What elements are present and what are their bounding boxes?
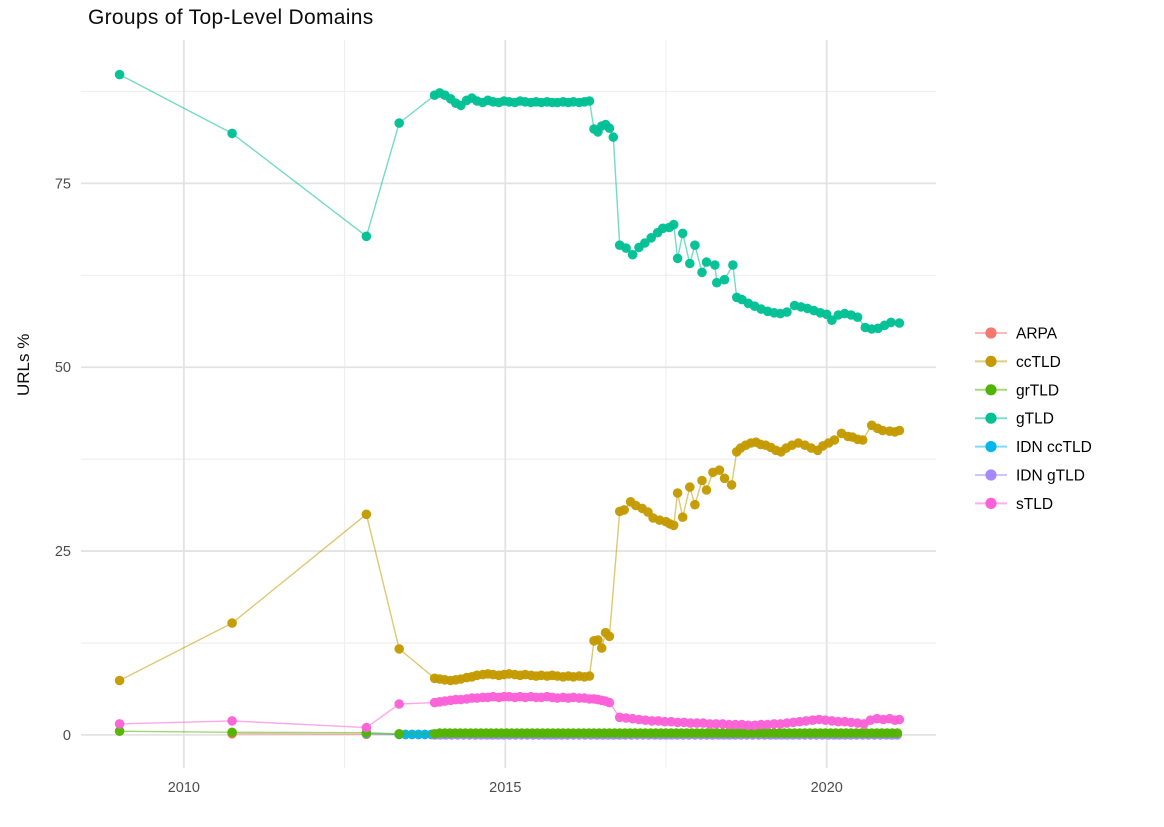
series-cctld bbox=[114, 420, 905, 686]
legend-item-idn-gtld: IDN gTLD bbox=[975, 468, 1085, 485]
x-tick-label: 2015 bbox=[489, 780, 521, 796]
y-tick-label: 50 bbox=[55, 360, 71, 376]
legend-label: IDN gTLD bbox=[1016, 468, 1085, 485]
legend-label: ccTLD bbox=[1016, 354, 1061, 371]
legend: ARPA ccTLD grTLD gTLD IDN ccTLD IDN gTLD sTLD bbox=[975, 326, 1092, 513]
legend-label: sTLD bbox=[1016, 496, 1053, 513]
legend-item-arpa: ARPA bbox=[975, 326, 1058, 343]
y-tick-label: 25 bbox=[55, 544, 71, 560]
legend-point-swatch bbox=[985, 441, 997, 453]
legend-item-gtld: gTLD bbox=[975, 411, 1054, 428]
legend-label: gTLD bbox=[1016, 411, 1054, 428]
legend-point-swatch bbox=[985, 412, 997, 424]
legend-point-swatch bbox=[985, 469, 997, 481]
legend-point-swatch bbox=[985, 327, 997, 339]
x-tick-label: 2010 bbox=[168, 780, 200, 796]
legend-item-cctld: ccTLD bbox=[975, 354, 1061, 371]
y-tick-label: 0 bbox=[63, 728, 71, 744]
legend-item-idn-cctld: IDN ccTLD bbox=[975, 439, 1092, 456]
legend-point-swatch bbox=[985, 355, 997, 367]
legend-item-stld: sTLD bbox=[975, 496, 1053, 513]
series-stld bbox=[114, 691, 905, 733]
legend-point-swatch bbox=[985, 384, 997, 396]
legend-point-swatch bbox=[985, 497, 997, 509]
chart-title: Groups of Top-Level Domains bbox=[88, 6, 374, 29]
x-tick-label: 2020 bbox=[811, 780, 843, 796]
legend-label: ARPA bbox=[1016, 326, 1058, 343]
series-gtld bbox=[114, 69, 905, 334]
legend-label: IDN ccTLD bbox=[1016, 439, 1092, 456]
y-tick-label: 75 bbox=[55, 176, 71, 192]
axis-labels: 0 25 50 75 2010 2015 2020 bbox=[55, 176, 843, 796]
series-grtld bbox=[114, 726, 903, 739]
y-axis-title: URLs % bbox=[14, 333, 33, 396]
legend-item-grtld: grTLD bbox=[975, 382, 1059, 399]
legend-label: grTLD bbox=[1016, 382, 1059, 399]
gridlines bbox=[81, 40, 936, 768]
